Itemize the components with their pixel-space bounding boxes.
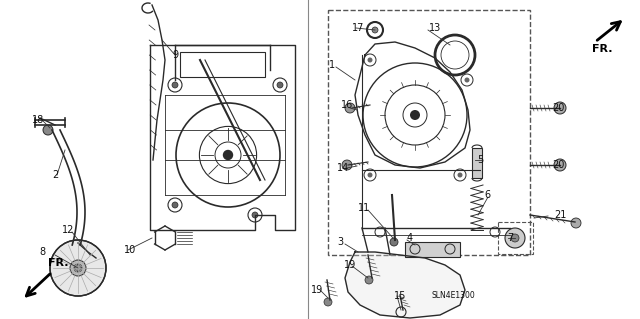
Text: 19: 19	[344, 260, 356, 270]
Circle shape	[465, 78, 470, 83]
Circle shape	[342, 160, 352, 170]
Circle shape	[458, 173, 463, 177]
Bar	[180, 52, 265, 77]
Bar	[498, 222, 533, 254]
Text: 20: 20	[552, 160, 564, 170]
Text: 13: 13	[429, 23, 441, 33]
Text: 12: 12	[62, 225, 74, 235]
Circle shape	[372, 27, 378, 33]
Text: 10: 10	[124, 245, 136, 255]
Text: 3: 3	[337, 237, 343, 247]
Circle shape	[43, 125, 53, 135]
Circle shape	[223, 150, 233, 160]
Text: 2: 2	[52, 170, 58, 180]
Text: FR.: FR.	[48, 258, 68, 268]
Text: 8: 8	[39, 247, 45, 257]
Text: 5: 5	[477, 155, 483, 165]
Text: 21: 21	[554, 210, 566, 220]
Text: 6: 6	[484, 190, 490, 200]
Circle shape	[94, 258, 98, 262]
Circle shape	[345, 103, 355, 113]
Circle shape	[505, 228, 525, 248]
Circle shape	[554, 102, 566, 114]
Circle shape	[390, 238, 398, 246]
Text: 9: 9	[172, 50, 178, 60]
Circle shape	[367, 173, 372, 177]
Bar	[472, 148, 482, 178]
Circle shape	[50, 240, 106, 296]
Circle shape	[172, 202, 178, 208]
Circle shape	[410, 110, 420, 120]
Text: 18: 18	[32, 115, 44, 125]
Bar	[328, 10, 530, 255]
Circle shape	[172, 82, 178, 88]
Circle shape	[367, 57, 372, 63]
Text: 20: 20	[552, 103, 564, 113]
Circle shape	[511, 234, 519, 242]
Text: 14: 14	[337, 163, 349, 173]
Text: 7: 7	[507, 233, 513, 243]
Text: 15: 15	[394, 291, 406, 301]
Polygon shape	[345, 252, 465, 318]
Circle shape	[70, 260, 86, 276]
Circle shape	[554, 159, 566, 171]
Circle shape	[74, 264, 82, 272]
Circle shape	[324, 298, 332, 306]
Text: 4: 4	[407, 233, 413, 243]
Circle shape	[277, 82, 283, 88]
Text: 19: 19	[311, 285, 323, 295]
Circle shape	[252, 212, 258, 218]
Text: SLN4E1300: SLN4E1300	[431, 292, 475, 300]
Text: FR.: FR.	[592, 44, 612, 54]
Circle shape	[365, 276, 373, 284]
Bar	[405, 242, 460, 257]
Text: 11: 11	[358, 203, 370, 213]
Text: 16: 16	[341, 100, 353, 110]
Text: 17: 17	[352, 23, 364, 33]
Circle shape	[571, 218, 581, 228]
Text: 1: 1	[329, 60, 335, 70]
